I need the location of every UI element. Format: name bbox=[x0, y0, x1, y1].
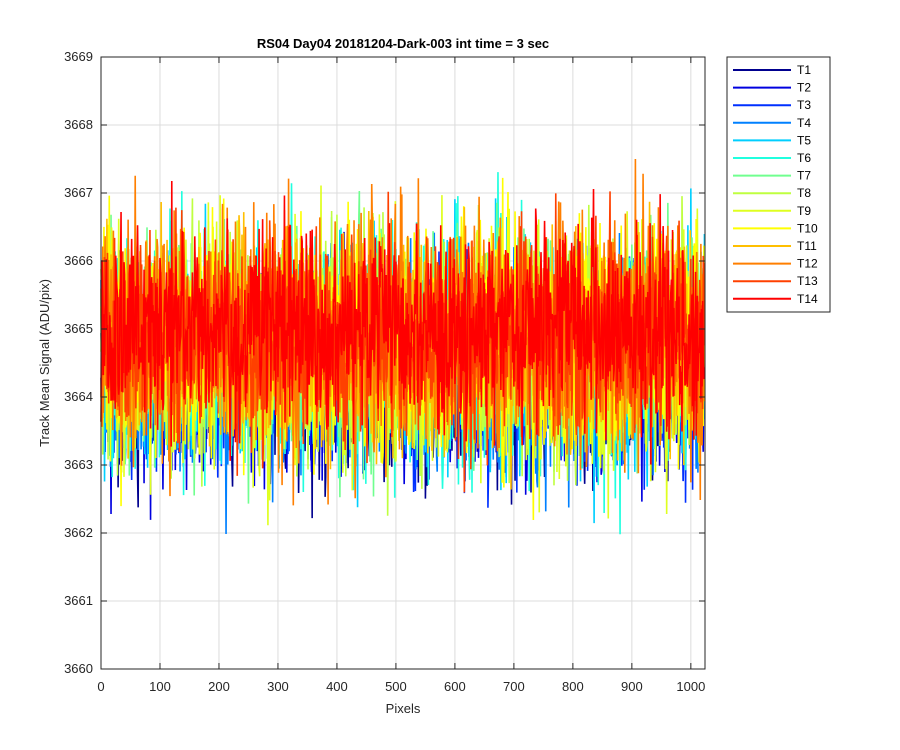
x-tick-label: 700 bbox=[503, 679, 525, 694]
legend-entry-t9: T9 bbox=[797, 204, 811, 218]
legend-entry-t14: T14 bbox=[797, 292, 818, 306]
legend-entry-t4: T4 bbox=[797, 116, 811, 130]
x-tick-label: 300 bbox=[267, 679, 289, 694]
x-tick-label: 100 bbox=[149, 679, 171, 694]
legend-entry-t13: T13 bbox=[797, 274, 818, 288]
y-tick-label: 3667 bbox=[64, 185, 93, 200]
axis-ticks: 0 100 200 300 400 500 600 700 800 900 1000 3660 3661… bbox=[64, 49, 705, 694]
plot-frame bbox=[100, 56, 706, 670]
y-tick-label: 3668 bbox=[64, 117, 93, 132]
x-tick-label: 1000 bbox=[676, 679, 705, 694]
chart-title: RS04 Day04 20181204-Dark-003 int time = … bbox=[257, 36, 549, 51]
x-tick-label: 900 bbox=[621, 679, 643, 694]
x-tick-label: 0 bbox=[97, 679, 104, 694]
y-tick-label: 3661 bbox=[64, 593, 93, 608]
legend-entry-t10: T10 bbox=[797, 221, 818, 235]
y-tick-label: 3665 bbox=[64, 321, 93, 336]
legend-entry-t1: T1 bbox=[797, 63, 811, 77]
series-layer bbox=[100, 159, 706, 535]
legend-entry-t6: T6 bbox=[797, 151, 811, 165]
y-tick-label: 3666 bbox=[64, 253, 93, 268]
legend-entry-t7: T7 bbox=[797, 169, 811, 183]
x-axis-label: Pixels bbox=[386, 701, 421, 716]
legend: T1 T2 T3 T4 T5 T6 T7 T8 T9 T10 T11 T12 T13 T14 bbox=[726, 56, 831, 313]
x-tick-label: 400 bbox=[326, 679, 348, 694]
legend-entry-t5: T5 bbox=[797, 133, 811, 147]
y-tick-label: 3660 bbox=[64, 661, 93, 676]
y-axis-label: Track Mean Signal (ADU/pix) bbox=[37, 279, 52, 447]
y-tick-label: 3669 bbox=[64, 49, 93, 64]
legend-entry-t2: T2 bbox=[797, 81, 811, 95]
series-line-t14 bbox=[100, 181, 706, 465]
legend-box bbox=[726, 56, 831, 313]
x-tick-label: 500 bbox=[385, 679, 407, 694]
legend-entry-t8: T8 bbox=[797, 186, 811, 200]
legend-entry-t12: T12 bbox=[797, 257, 818, 271]
x-tick-label: 800 bbox=[562, 679, 584, 694]
y-tick-label: 3662 bbox=[64, 525, 93, 540]
y-tick-label: 3663 bbox=[64, 457, 93, 472]
y-tick-label: 3664 bbox=[64, 389, 93, 404]
x-tick-label: 600 bbox=[444, 679, 466, 694]
x-tick-label: 200 bbox=[208, 679, 230, 694]
legend-entry-t3: T3 bbox=[797, 98, 811, 112]
legend-entry-t11: T11 bbox=[797, 239, 817, 253]
